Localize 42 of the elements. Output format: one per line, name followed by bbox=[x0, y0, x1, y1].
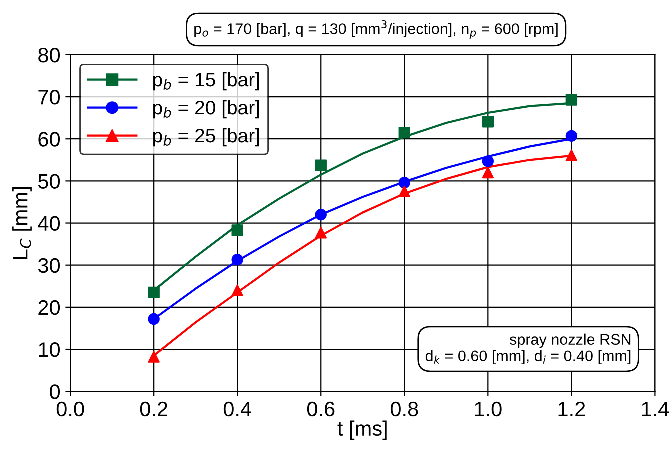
point bbox=[315, 160, 327, 172]
y-tick-label: 50 bbox=[38, 174, 60, 189]
point bbox=[398, 126, 410, 139]
text: spray nozzle RSN d$_{k}$ = 0.60 [mm], d$_{i}$ = 0.40 [mm] bbox=[426, 334, 631, 365]
x-tick-label: 0.6 bbox=[307, 402, 335, 417]
point bbox=[232, 254, 244, 266]
y-tick-label: 40 bbox=[38, 216, 60, 232]
point bbox=[482, 156, 494, 168]
legend-label: p$_{b}$ = 15 [bar] bbox=[153, 72, 260, 91]
point bbox=[315, 227, 327, 239]
x-tick-label: 1.0 bbox=[475, 402, 502, 417]
x-tick-label: 1.4 bbox=[642, 402, 670, 416]
y-tick-label: 80 bbox=[38, 48, 60, 63]
legend-label: p$_{b}$ = 20 [bar] bbox=[153, 100, 260, 119]
point bbox=[232, 284, 244, 296]
point bbox=[232, 224, 244, 236]
point bbox=[148, 351, 160, 363]
point bbox=[566, 150, 578, 162]
point bbox=[398, 186, 410, 198]
x-axis-title: t [ms] bbox=[338, 420, 387, 440]
point bbox=[566, 130, 578, 142]
x-tick-label: 0.0 bbox=[56, 402, 84, 417]
x-tick-label: 0.8 bbox=[390, 402, 418, 417]
y-tick-label: 0 bbox=[50, 384, 60, 400]
x-tick-label: 0.2 bbox=[140, 402, 168, 417]
y-tick-label: 30 bbox=[38, 258, 60, 274]
point bbox=[566, 94, 578, 106]
point bbox=[148, 286, 160, 299]
y-tick-label: 60 bbox=[38, 132, 60, 147]
point bbox=[482, 116, 494, 128]
text: p$_{o}$ = 170 [bar], q = 130 [mm$^{3}$/injection], n$_{p}$ = 600 [rpm] bbox=[194, 20, 558, 39]
point bbox=[315, 209, 327, 221]
y-axis-title: L$_{C}$ [mm] bbox=[12, 188, 32, 259]
y-tick-label: 70 bbox=[38, 90, 60, 105]
point bbox=[398, 177, 410, 189]
x-tick-label: 0.4 bbox=[224, 402, 252, 417]
y-tick-label: 10 bbox=[39, 342, 60, 358]
y-tick-label: 20 bbox=[38, 300, 60, 316]
point bbox=[148, 313, 160, 326]
legend-label: p$_{b}$ = 25 [bar] bbox=[153, 128, 260, 147]
x-tick-label: 1.2 bbox=[558, 402, 586, 416]
point bbox=[482, 166, 494, 179]
